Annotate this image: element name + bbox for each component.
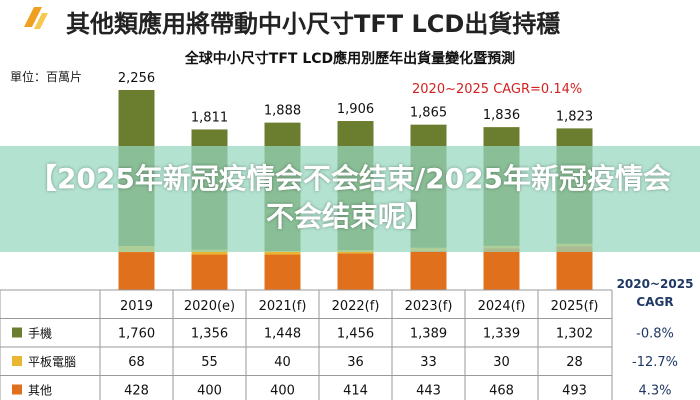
table-cell-2-2: 400 bbox=[270, 384, 295, 399]
chart-title: 全球中小尺寸TFT LCD應用別歷年出貨量變化暨預測 bbox=[184, 51, 516, 67]
cagr-value-2: 4.3% bbox=[638, 384, 671, 399]
table-cell-0-6: 1,302 bbox=[556, 327, 593, 342]
total-label-3: 1,906 bbox=[337, 102, 374, 117]
table-cell-2-0: 428 bbox=[124, 384, 149, 399]
total-label-1: 1,811 bbox=[191, 110, 228, 125]
table-cell-0-5: 1,339 bbox=[483, 327, 520, 342]
legend-swatch-1 bbox=[12, 356, 22, 366]
table-cell-0-4: 1,389 bbox=[410, 327, 447, 342]
table-cell-1-6: 28 bbox=[566, 355, 583, 370]
cagr-header-period: 2020~2025 bbox=[616, 277, 694, 291]
bar-2-2 bbox=[264, 254, 301, 290]
table-cell-1-5: 30 bbox=[493, 355, 510, 370]
legend-label-1: 平板電腦 bbox=[28, 354, 76, 369]
total-label-6: 1,823 bbox=[556, 109, 593, 124]
table-cell-0-3: 1,456 bbox=[337, 327, 374, 342]
table-cell-2-5: 468 bbox=[489, 384, 514, 399]
table-cell-1-4: 33 bbox=[420, 355, 437, 370]
legend-label-2: 其他 bbox=[28, 384, 52, 398]
bar-2-3 bbox=[337, 253, 374, 290]
bar-1-1 bbox=[191, 249, 228, 255]
category-label-4: 2023(f) bbox=[405, 299, 453, 314]
category-label-2: 2021(f) bbox=[259, 299, 307, 314]
table-cell-0-1: 1,356 bbox=[191, 327, 228, 342]
category-label-6: 2025(f) bbox=[551, 299, 599, 314]
bar-2-6 bbox=[556, 246, 593, 290]
table-cell-2-6: 493 bbox=[562, 384, 587, 399]
table-cell-0-2: 1,448 bbox=[264, 327, 301, 342]
total-label-5: 1,836 bbox=[483, 108, 520, 123]
category-label-5: 2024(f) bbox=[478, 299, 526, 314]
table-cell-2-1: 400 bbox=[197, 384, 222, 399]
page-title: 其他類應用將帶動中小尺寸TFT LCD出貨持穩 bbox=[66, 10, 561, 38]
total-label-4: 1,865 bbox=[410, 106, 447, 121]
watermark-overlay: 【2025年新冠疫情会不会结束/2025年新冠疫情会不会结束呢】 bbox=[0, 146, 700, 252]
cagr-note: 2020~2025 CAGR=0.14% bbox=[412, 82, 583, 97]
bar-2-5 bbox=[483, 248, 520, 290]
bar-2-1 bbox=[191, 254, 228, 290]
cagr-value-0: -0.8% bbox=[636, 327, 674, 342]
category-label-3: 2022(f) bbox=[332, 299, 380, 314]
overlay-text: 【2025年新冠疫情会不会结束/2025年新冠疫情会不会结束呢】 bbox=[28, 162, 672, 233]
category-label-1: 2020(e) bbox=[184, 299, 235, 314]
table-cell-1-3: 36 bbox=[347, 355, 364, 370]
table-cell-2-4: 443 bbox=[416, 384, 441, 399]
legend-swatch-0 bbox=[12, 327, 22, 338]
total-label-0: 2,256 bbox=[118, 71, 155, 86]
table-cell-1-0: 68 bbox=[128, 355, 145, 370]
table-cell-2-3: 414 bbox=[343, 384, 368, 399]
unit-label: 單位：百萬片 bbox=[10, 70, 83, 84]
table-cell-0-0: 1,760 bbox=[118, 327, 155, 342]
legend-label-0: 手機 bbox=[28, 326, 52, 341]
legend-swatch-2 bbox=[12, 384, 22, 395]
total-label-2: 1,888 bbox=[264, 104, 301, 119]
logo-icon bbox=[24, 7, 48, 29]
table-cell-1-1: 55 bbox=[201, 355, 218, 370]
cagr-header-label: CAGR bbox=[636, 295, 674, 309]
cagr-value-1: -12.7% bbox=[632, 355, 678, 370]
table-cell-1-2: 40 bbox=[274, 355, 291, 370]
bar-1-2 bbox=[264, 250, 301, 255]
bar-2-4 bbox=[410, 250, 447, 290]
category-label-0: 2019 bbox=[120, 299, 153, 314]
bar-2-0 bbox=[118, 252, 155, 290]
